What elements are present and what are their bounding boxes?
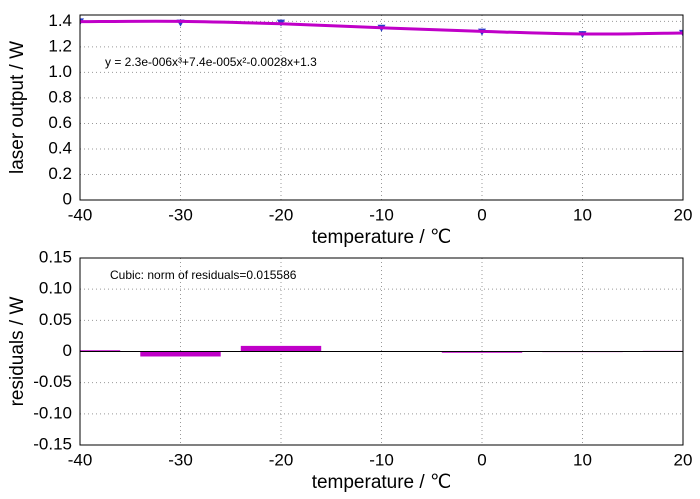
bar <box>441 351 523 353</box>
x-tick-label: 10 <box>573 205 592 224</box>
y-axis-label: residuals / W <box>7 297 28 407</box>
x-tick-label: -30 <box>168 450 193 469</box>
y-tick-label: 0.8 <box>48 87 72 106</box>
y-tick-label: 0 <box>63 341 72 360</box>
x-tick-label: -20 <box>269 205 294 224</box>
x-tick-label: 10 <box>573 450 592 469</box>
x-tick-label: -40 <box>68 450 93 469</box>
bar <box>240 345 322 352</box>
x-tick-label: -10 <box>369 205 394 224</box>
fit-line <box>80 19 683 36</box>
y-tick-label: -0.15 <box>33 434 72 453</box>
y-tick-label: 0.6 <box>48 113 72 132</box>
y-tick-label: 0.15 <box>39 247 72 266</box>
y-tick-label: 0.05 <box>39 310 72 329</box>
plot-content <box>80 18 683 39</box>
y-axis-label: laser output / W <box>7 41 28 174</box>
y-tick-label: 1.4 <box>48 11 72 30</box>
x-tick-label: 0 <box>477 450 486 469</box>
annotation: y = 2.3e-006x³+7.4e-005x²-0.0028x+1.3 <box>105 55 317 69</box>
x-axis-label: temperature / ℃ <box>312 472 452 493</box>
x-tick-label: 20 <box>674 205 693 224</box>
x-tick-label: 20 <box>674 450 693 469</box>
y-tick-label: 0.2 <box>48 164 72 183</box>
annotation: Cubic: norm of residuals=0.015586 <box>110 268 297 282</box>
y-tick-label: 0 <box>63 189 72 208</box>
x-tick-label: -40 <box>68 205 93 224</box>
bar <box>80 350 121 352</box>
x-tick-label: -30 <box>168 205 193 224</box>
plot-frame <box>79 257 684 446</box>
x-tick-label: -10 <box>369 450 394 469</box>
plot-content <box>80 345 683 357</box>
plot-frame <box>79 14 684 201</box>
y-tick-label: 0.10 <box>39 279 72 298</box>
y-tick-label: -0.05 <box>33 372 72 391</box>
x-tick-label: 0 <box>477 205 486 224</box>
y-tick-label: -0.10 <box>33 403 72 422</box>
bar <box>140 351 221 357</box>
y-tick-label: 1.0 <box>48 62 72 81</box>
x-axis-label: temperature / ℃ <box>312 227 452 248</box>
y-tick-label: 1.2 <box>48 36 72 55</box>
y-tick-label: 0.4 <box>48 138 72 157</box>
x-tick-label: -20 <box>269 450 294 469</box>
